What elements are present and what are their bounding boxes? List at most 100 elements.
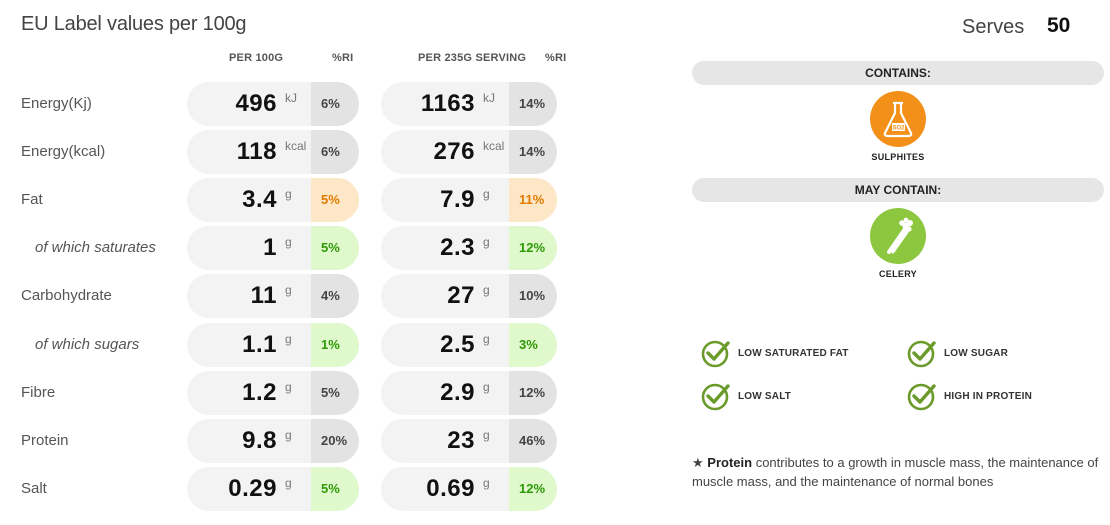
allergen-celery: CELERY <box>843 208 953 279</box>
nutrient-unit: g <box>285 235 292 249</box>
column-header-per-100g: PER 100G <box>229 52 284 64</box>
nutrient-value: 27 <box>447 282 475 309</box>
claim-label: LOW SALT <box>738 390 792 402</box>
nutrient-value: 23 <box>447 427 475 454</box>
nutrient-value: 0.29 <box>228 475 277 502</box>
ri-percentage: 5% <box>311 226 359 270</box>
contains-banner: CONTAINS: <box>692 61 1104 85</box>
value-pill-per-serving: 276 kcal 14% <box>381 130 557 174</box>
value-pill-per-100g: 1 g 5% <box>187 226 359 270</box>
ri-percentage: 5% <box>311 178 359 222</box>
nutrient-unit: g <box>285 283 292 297</box>
nutrient-value: 11 <box>250 282 277 309</box>
row-label: Fibre <box>21 384 56 401</box>
nutrient-unit: kcal <box>483 139 505 153</box>
nutrition-claim: LOW SALT <box>700 381 791 411</box>
nutrient-unit: g <box>483 187 490 201</box>
ri-percentage: 10% <box>509 274 557 318</box>
nutrition-claim: LOW SUGAR <box>906 338 1008 368</box>
nutrient-value: 1.1 <box>242 331 277 358</box>
row-label: Carbohydrate <box>21 287 112 304</box>
ri-percentage: 14% <box>509 82 557 126</box>
serves-value: 50 <box>1047 14 1071 37</box>
nutrient-unit: g <box>285 380 292 394</box>
value-pill-per-100g: 3.4 g 5% <box>187 178 359 222</box>
nutrient-value: 1.2 <box>242 379 277 406</box>
nutrition-claim: LOW SATURATED FAT <box>700 338 849 368</box>
value-pill-per-100g: 1.1 g 1% <box>187 323 359 367</box>
column-header-per-serving: PER 235G SERVING <box>418 52 527 64</box>
column-header-ri-serving: %RI <box>545 52 567 64</box>
value-pill-per-100g: 118 kcal 6% <box>187 130 359 174</box>
nutrient-value: 7.9 <box>440 186 475 213</box>
nutrient-unit: kJ <box>483 91 495 105</box>
nutrient-value: 3.4 <box>242 186 277 213</box>
row-label: Protein <box>21 432 69 449</box>
value-pill-per-100g: 11 g 4% <box>187 274 359 318</box>
nutrient-unit: g <box>483 476 490 490</box>
value-pill-per-100g: 9.8 g 20% <box>187 419 359 463</box>
row-label: of which sugars <box>35 336 140 353</box>
ri-percentage: 46% <box>509 419 557 463</box>
ri-percentage: 12% <box>509 371 557 415</box>
check-circle-icon <box>701 383 730 411</box>
value-pill-per-100g: 0.29 g 5% <box>187 467 359 511</box>
nutrient-value: 276 <box>433 138 475 165</box>
value-pill-per-serving: 2.9 g 12% <box>381 371 557 415</box>
value-pill-per-serving: 27 g 10% <box>381 274 557 318</box>
claim-label: LOW SUGAR <box>944 347 1009 359</box>
nutrient-unit: g <box>285 332 292 346</box>
allergen-name: SULPHITES <box>871 152 925 162</box>
row-label: Energy(Kj) <box>21 95 92 112</box>
ri-percentage: 4% <box>311 274 359 318</box>
value-pill-per-serving: 2.3 g 12% <box>381 226 557 270</box>
nutrient-value: 2.3 <box>440 234 475 261</box>
column-header-ri-100g: %RI <box>332 52 354 64</box>
nutrient-value: 496 <box>235 90 277 117</box>
ri-percentage: 5% <box>311 467 359 511</box>
star-icon: ★ <box>692 455 704 470</box>
allergen-sulphites: SO2 SULPHITES <box>843 91 953 162</box>
nutrient-unit: g <box>285 476 292 490</box>
note-keyword: Protein <box>707 455 753 470</box>
nutrient-unit: g <box>483 380 490 394</box>
row-label: Fat <box>21 191 43 208</box>
nutrient-unit: g <box>483 428 490 442</box>
value-pill-per-serving: 1163 kJ 14% <box>381 82 557 126</box>
ri-percentage: 20% <box>311 419 359 463</box>
claim-label: HIGH IN PROTEIN <box>944 390 1033 402</box>
ri-percentage: 12% <box>509 467 557 511</box>
nutrient-unit: kcal <box>285 139 307 153</box>
row-label: Energy(kcal) <box>21 143 106 160</box>
ri-percentage: 6% <box>311 130 359 174</box>
health-claim-note: ★ Protein contributes to a growth in mus… <box>692 453 1102 491</box>
nutrient-unit: g <box>483 332 490 346</box>
nutrition-claim: HIGH IN PROTEIN <box>906 381 1032 411</box>
serves-label: Serves <box>962 16 1025 38</box>
page-title: EU Label values per 100g <box>21 13 247 35</box>
nutrient-value: 1 <box>263 234 277 261</box>
celery-icon <box>870 208 926 264</box>
check-circle-icon <box>907 340 936 368</box>
value-pill-per-serving: 7.9 g 11% <box>381 178 557 222</box>
ri-percentage: 3% <box>509 323 557 367</box>
svg-text:SO2: SO2 <box>892 126 905 132</box>
value-pill-per-serving: 2.5 g 3% <box>381 323 557 367</box>
ri-percentage: 12% <box>509 226 557 270</box>
row-label: of which saturates <box>35 239 156 256</box>
allergen-name: CELERY <box>879 269 917 279</box>
claim-label: LOW SATURATED FAT <box>738 347 849 359</box>
nutrient-unit: g <box>285 187 292 201</box>
row-label: Salt <box>21 480 47 497</box>
nutrient-value: 2.5 <box>440 331 475 358</box>
nutrient-unit: kJ <box>285 91 297 105</box>
nutrient-value: 118 <box>236 138 277 165</box>
nutrient-value: 0.69 <box>426 475 475 502</box>
value-pill-per-100g: 496 kJ 6% <box>187 82 359 126</box>
flask-so2-icon: SO2 <box>870 91 926 147</box>
nutrient-unit: g <box>285 428 292 442</box>
value-pill-per-serving: 23 g 46% <box>381 419 557 463</box>
nutrient-unit: g <box>483 283 490 297</box>
value-pill-per-serving: 0.69 g 12% <box>381 467 557 511</box>
nutrient-unit: g <box>483 235 490 249</box>
